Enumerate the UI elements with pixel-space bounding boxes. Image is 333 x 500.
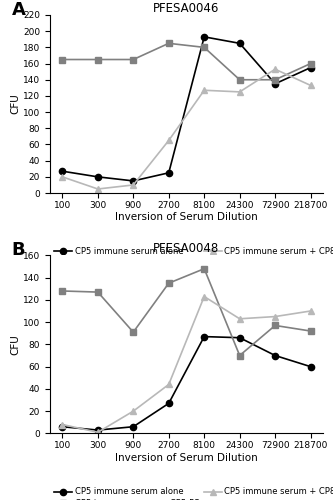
Title: PFESA0046: PFESA0046 (153, 2, 220, 15)
Y-axis label: CFU: CFU (10, 94, 20, 114)
Title: PFESA0048: PFESA0048 (154, 242, 219, 256)
Legend: CP5 immune serum alone, CP5 immune serum + CP5-PS, CP5 immune serum + CP8-PS: CP5 immune serum alone, CP5 immune serum… (54, 247, 333, 268)
Text: A: A (12, 1, 26, 19)
X-axis label: Inversion of Serum Dilution: Inversion of Serum Dilution (115, 212, 258, 222)
Y-axis label: CFU: CFU (10, 334, 20, 355)
Legend: CP5 immune serum alone, CP5 immune serum + CP5-PS, CP5 immune serum + CP8-PS: CP5 immune serum alone, CP5 immune serum… (54, 488, 333, 500)
Text: B: B (12, 241, 25, 259)
X-axis label: Inversion of Serum Dilution: Inversion of Serum Dilution (115, 453, 258, 463)
